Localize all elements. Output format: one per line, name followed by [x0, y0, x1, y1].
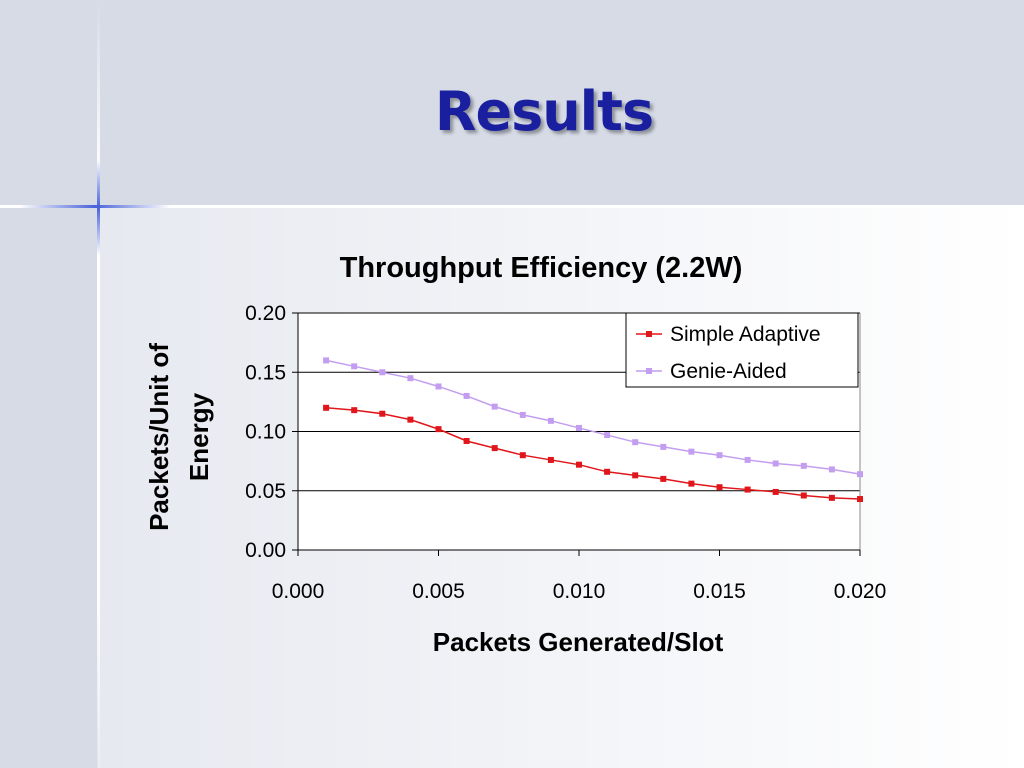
data-point-genie-aided [351, 363, 358, 370]
data-point-genie-aided [857, 471, 863, 478]
x-tick-label: 0.015 [693, 580, 746, 603]
data-point-simple-adaptive [632, 472, 639, 479]
data-point-simple-adaptive [519, 452, 526, 459]
side-divider [97, 0, 100, 768]
y-tick-label: 0.00 [245, 539, 286, 562]
legend-marker-genie-aided [646, 368, 652, 374]
data-point-simple-adaptive [857, 496, 863, 503]
data-point-genie-aided [463, 392, 470, 399]
data-point-simple-adaptive [463, 437, 470, 444]
chart-title: Throughput Efficiency (2.2W) [340, 252, 743, 284]
series-line-simple-adaptive [326, 407, 861, 500]
legend-label-simple-adaptive: Simple Adaptive [670, 323, 821, 346]
data-point-genie-aided [828, 466, 835, 473]
slide-title: Results [434, 80, 654, 143]
axes: 0.00 0.05 0.10 0.15 0.20 0.000 0.005 0.010 0.015… [245, 302, 886, 603]
data-point-simple-adaptive [828, 494, 835, 501]
data-point-simple-adaptive [716, 484, 723, 491]
y-tick-label: 0.15 [245, 361, 286, 384]
data-point-simple-adaptive [576, 461, 582, 468]
x-tick-label: 0.005 [412, 580, 465, 603]
data-point-genie-aided [688, 448, 695, 455]
legend-box [625, 312, 859, 388]
data-point-simple-adaptive [547, 456, 554, 463]
data-point-genie-aided [744, 456, 751, 463]
legend: Simple Adaptive Genie-Aided [625, 312, 859, 388]
title-band [0, 0, 1024, 206]
series-layer [323, 357, 863, 503]
legend-label-genie-aided: Genie-Aided [670, 360, 787, 383]
data-point-simple-adaptive [323, 404, 330, 411]
data-point-simple-adaptive [744, 486, 751, 493]
y-tick-label: 0.10 [245, 421, 286, 444]
sparkle-horizontal [20, 205, 170, 208]
legend-marker-simple-adaptive [646, 331, 652, 337]
data-point-genie-aided [491, 403, 498, 410]
data-point-genie-aided [407, 375, 414, 382]
x-tick-label: 0.020 [834, 580, 887, 603]
data-point-genie-aided [772, 460, 779, 467]
data-point-simple-adaptive [800, 492, 807, 499]
data-point-genie-aided [800, 462, 807, 469]
data-point-simple-adaptive [660, 475, 667, 482]
series-line-genie-aided [325, 359, 861, 475]
data-point-genie-aided [547, 417, 554, 424]
data-point-simple-adaptive [351, 407, 358, 414]
data-point-simple-adaptive [407, 416, 414, 423]
data-point-simple-adaptive [435, 426, 442, 433]
data-point-genie-aided [632, 439, 639, 446]
data-point-simple-adaptive [379, 410, 386, 417]
y-axis-label-line-2: Energy [184, 392, 214, 481]
data-point-genie-aided [379, 369, 386, 376]
x-axis-label: Packets Generated/Slot [433, 627, 724, 657]
data-point-simple-adaptive [491, 445, 498, 452]
y-tick-label: 0.05 [245, 480, 286, 503]
data-point-genie-aided [716, 452, 723, 459]
data-point-simple-adaptive [772, 488, 779, 495]
data-point-genie-aided [604, 432, 611, 439]
x-tick-label: 0.010 [553, 580, 606, 603]
data-point-simple-adaptive [604, 468, 611, 475]
data-point-genie-aided [660, 443, 667, 450]
y-tick-label: 0.20 [245, 302, 286, 325]
sparkle-vertical [97, 160, 100, 255]
data-point-simple-adaptive [688, 480, 695, 487]
y-axis-label-line-1: Packets/Unit of [144, 343, 174, 531]
data-point-genie-aided [576, 424, 582, 431]
title-divider [0, 205, 1024, 208]
data-point-genie-aided [435, 383, 442, 390]
x-tick-label: 0.000 [272, 580, 325, 603]
data-point-genie-aided [519, 411, 526, 418]
data-point-genie-aided [323, 357, 330, 364]
